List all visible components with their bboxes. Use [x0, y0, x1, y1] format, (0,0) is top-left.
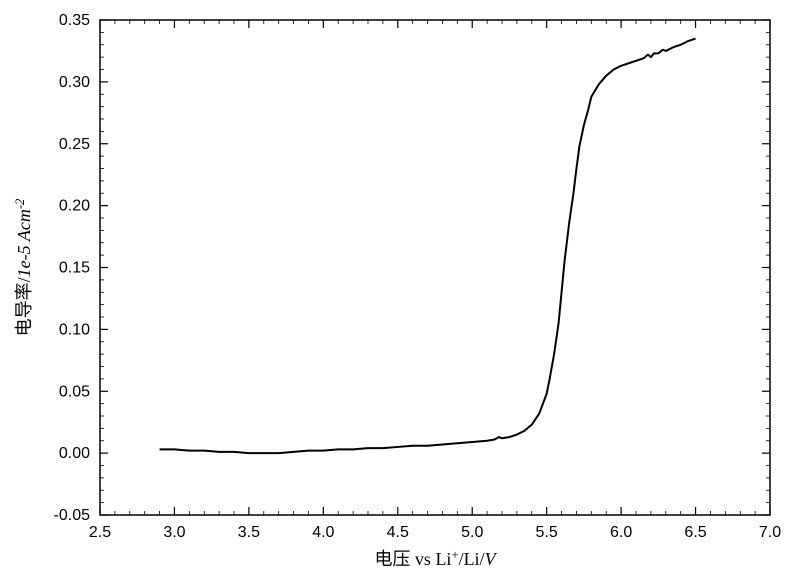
svg-text:0.35: 0.35: [59, 12, 90, 29]
svg-text:0.05: 0.05: [59, 383, 90, 400]
svg-text:0.10: 0.10: [59, 321, 90, 338]
svg-text:电压 vs Li+/Li/V: 电压 vs Li+/Li/V: [374, 548, 497, 569]
svg-text:5.0: 5.0: [461, 524, 483, 541]
svg-text:0.30: 0.30: [59, 74, 90, 91]
svg-text:0.00: 0.00: [59, 445, 90, 462]
svg-text:4.5: 4.5: [387, 524, 409, 541]
svg-text:4.0: 4.0: [312, 524, 334, 541]
svg-text:0.25: 0.25: [59, 136, 90, 153]
line-chart: 2.5 3.0 3.5 4.0 4.5 5.0 5.5 6.0 6.5 7.0 -0.05 0.00 0…: [0, 0, 800, 585]
svg-text:6.0: 6.0: [610, 524, 632, 541]
chart-container: 2.5 3.0 3.5 4.0 4.5 5.0 5.5 6.0 6.5 7.0 -0.05 0.00 0…: [0, 0, 800, 585]
svg-text:0.15: 0.15: [59, 260, 90, 277]
svg-text:6.5: 6.5: [684, 524, 706, 541]
svg-text:3.5: 3.5: [238, 524, 260, 541]
svg-text:-0.05: -0.05: [54, 507, 91, 524]
svg-text:5.5: 5.5: [536, 524, 558, 541]
svg-text:3.0: 3.0: [163, 524, 185, 541]
svg-text:0.20: 0.20: [59, 198, 90, 215]
svg-text:2.5: 2.5: [89, 524, 111, 541]
svg-text:7.0: 7.0: [759, 524, 781, 541]
svg-text:电导率/1e-5 Acm-2: 电导率/1e-5 Acm-2: [13, 198, 34, 336]
